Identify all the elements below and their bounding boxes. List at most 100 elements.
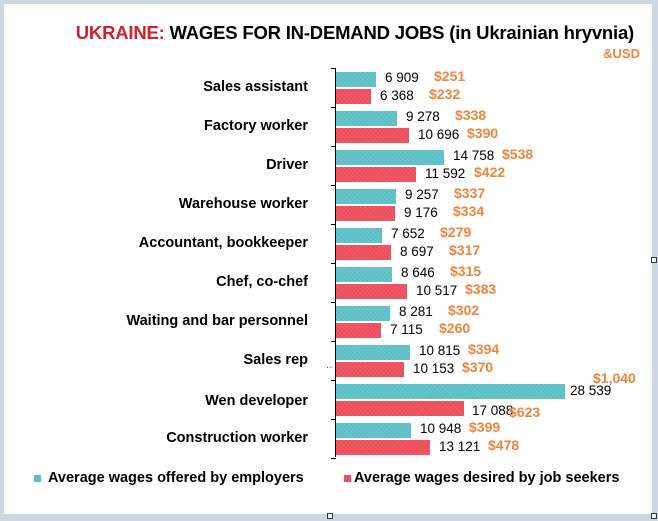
usd-desired: $422 [474,164,506,180]
usd-offered: $251 [434,68,466,84]
axis-tick [331,263,336,264]
value-desired: 7 115 [390,322,423,337]
category-label: Warehouse worker [178,196,308,212]
bar-offered[interactable] [336,384,565,399]
legend-label-employers: Average wages offered by employers [48,470,304,486]
usd-offered: $279 [440,224,472,240]
category-label: Driver [266,157,308,173]
bar-offered[interactable] [336,111,397,126]
chart-row: Accountant, bookkeeper 7 652 8 697 $279 … [4,224,652,264]
resize-handle-bottom[interactable] [327,513,333,519]
axis-tick [331,146,336,147]
value-offered: 10 948 [420,421,462,436]
chart-row: Construction worker 10 948 13 121 $399 $… [4,419,652,459]
bar-offered[interactable] [336,345,410,360]
bar-offered[interactable] [336,228,382,243]
chart-row: Driver 14 758 11 592 $538 $422 [4,146,652,186]
chart-row: Waiting and bar personnel 8 281 7 115 $3… [4,302,652,342]
usd-offered: $399 [469,419,501,435]
usd-desired: $370 [462,359,494,375]
legend-item-employers[interactable]: Average wages offered by employers [34,470,304,486]
bar-offered[interactable] [336,306,390,321]
axis-tick [331,185,336,186]
chart-title: UKRAINE: WAGES FOR IN-DEMAND JOBS (in Uk… [4,22,634,44]
category-label: Waiting and bar personnel [126,313,308,329]
chart-area[interactable]: UKRAINE: WAGES FOR IN-DEMAND JOBS (in Uk… [4,4,652,514]
bar-desired[interactable] [336,167,416,182]
y-axis [335,68,336,457]
axis-tick [331,68,336,69]
usd-desired: $334 [453,203,485,219]
chart-row: Factory worker 9 278 10 696 $338 $390 [4,107,652,147]
legend: Average wages offered by employers Avera… [4,470,652,490]
usd-offered: $315 [450,263,482,279]
value-desired: 13 121 [439,439,481,454]
chart-row: Chef, co-chef 8 646 10 517 $315 $383 [4,263,652,303]
usd-desired: $260 [439,320,471,336]
bar-desired[interactable] [336,128,409,143]
value-desired: 9 176 [404,205,438,220]
usd-offered: $1,040 [593,370,636,386]
chart-row: Sales rep 10 815 10 153 $394 $370 [4,341,652,381]
category-label: Sales rep [243,352,309,368]
axis-tick [331,302,336,303]
category-label: Wen developer [205,393,308,409]
value-desired: 10 153 [413,361,455,376]
category-label: Construction worker [166,430,308,446]
resize-handle-corner[interactable] [651,513,657,519]
value-offered: 9 257 [405,187,439,202]
title-country: UKRAINE: [75,22,165,43]
resize-handle-right[interactable] [651,257,657,263]
bar-offered[interactable] [336,150,444,165]
usd-offered: $538 [502,146,534,162]
bar-offered[interactable] [336,423,411,438]
value-offered: 8 281 [399,304,433,319]
usd-offered: $338 [455,107,487,123]
chart-row: Sales assistant 6 909 6 368 $251 $232 [4,68,652,108]
axis-tick [331,224,336,225]
bar-desired[interactable] [336,323,381,338]
value-offered: 6 909 [385,70,419,85]
usd-offered: $302 [448,302,480,318]
usd-desired: $317 [449,242,481,258]
legend-label-seekers: Average wages desired by job seekers [354,470,620,486]
value-offered: 9 278 [406,109,440,124]
usd-desired: $383 [465,281,497,297]
usd-desired: $390 [467,125,499,141]
bar-offered[interactable] [336,189,396,204]
legend-swatch-red-icon [344,474,351,482]
usd-desired: $623 [509,404,541,420]
value-desired: 6 368 [380,88,414,103]
value-desired: 8 697 [400,244,434,259]
axis-tick [331,419,336,420]
bar-desired[interactable] [336,89,371,104]
category-label: Factory worker [204,118,308,134]
axis-tick [331,458,336,459]
bar-desired[interactable] [336,245,391,260]
bar-desired[interactable] [336,206,395,221]
ellipsis-marker: ·· [326,362,333,373]
usd-offered: $394 [468,341,500,357]
usd-offered: $337 [454,185,486,201]
value-offered: 14 758 [453,148,495,163]
usd-desired: $478 [488,437,520,453]
bar-offered[interactable] [336,267,392,282]
usd-desired: $232 [429,86,461,102]
category-label: Chef, co-chef [216,274,308,290]
value-desired: 11 592 [425,166,466,181]
axis-tick [331,341,336,342]
value-desired: 10 517 [416,283,458,298]
bar-desired[interactable] [336,362,404,377]
value-offered: 10 815 [419,343,461,358]
value-desired: 10 696 [418,127,460,142]
legend-item-seekers[interactable]: Average wages desired by job seekers [344,470,619,486]
value-offered: 28 539 [570,383,612,398]
bar-desired[interactable] [336,284,407,299]
bar-offered[interactable] [336,72,376,87]
axis-tick [331,380,336,381]
value-offered: 8 646 [401,265,435,280]
value-offered: 7 652 [391,226,425,241]
chart-row: Wen developer 28 539 17 088 $1,040 $623 [4,370,652,420]
bar-desired[interactable] [336,440,430,455]
bar-desired[interactable] [336,401,464,416]
